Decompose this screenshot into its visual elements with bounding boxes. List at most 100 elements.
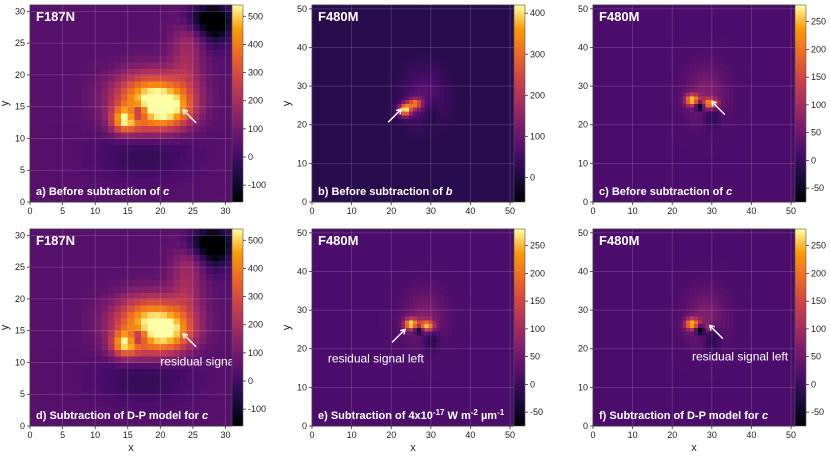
heatmap-cell — [635, 183, 641, 188]
heatmap-cell — [186, 24, 194, 31]
heatmap-cell — [127, 151, 135, 158]
heatmap-cell — [631, 186, 637, 192]
heatmap-cell — [389, 46, 394, 51]
heatmap-cell — [447, 27, 453, 32]
heatmap-cell — [225, 144, 233, 152]
heatmap-cell — [620, 186, 625, 192]
heatmap-cell — [335, 175, 340, 180]
heatmap-cell — [82, 24, 90, 31]
heatmap-cell — [88, 138, 96, 146]
heatmap-cell — [401, 133, 406, 138]
heatmap-cell — [199, 113, 207, 120]
heatmap-cell — [350, 58, 356, 63]
heatmap-cell — [358, 171, 363, 176]
heatmap-cell — [358, 167, 363, 173]
heatmap-cell — [409, 58, 414, 63]
heatmap-cell — [362, 183, 367, 188]
heatmap-cell — [173, 55, 181, 63]
heatmap-cell — [428, 35, 433, 40]
heatmap-cell — [405, 12, 410, 17]
heatmap-cell — [166, 163, 174, 171]
heatmap-cell — [82, 30, 90, 38]
heatmap-cell — [498, 54, 503, 59]
heatmap-cell — [482, 122, 488, 127]
heatmap-cell — [323, 179, 328, 184]
heatmap-cell — [225, 43, 233, 50]
heatmap-cell — [160, 30, 168, 38]
heatmap-cell — [315, 65, 321, 70]
heatmap-cell — [101, 132, 109, 139]
heatmap-cell — [75, 138, 83, 146]
heatmap-cell — [173, 106, 181, 114]
heatmap-cell — [647, 171, 652, 176]
heatmap-cell — [416, 27, 422, 32]
heatmap-cell — [323, 133, 328, 138]
heatmap-cell — [323, 54, 328, 59]
heatmap-cell — [717, 152, 722, 157]
heatmap-cell — [335, 61, 340, 67]
heatmap-cell — [358, 111, 363, 116]
heatmap-cell — [721, 126, 726, 131]
heatmap-cell — [479, 194, 484, 199]
heatmap-cell — [436, 156, 441, 161]
heatmap-cell — [121, 170, 129, 177]
heatmap-cell — [179, 144, 187, 152]
heatmap-cell — [370, 183, 375, 188]
heatmap-cell — [374, 42, 379, 48]
heatmap-cell — [783, 148, 788, 154]
heatmap-cell — [108, 151, 116, 158]
heatmap-cell — [378, 27, 383, 32]
heatmap-cell — [424, 152, 429, 157]
heatmap-cell — [440, 23, 445, 29]
heatmap-cell — [760, 175, 765, 180]
heatmap-cell — [323, 164, 328, 169]
heatmap-cell — [740, 167, 745, 173]
heatmap-cell — [30, 195, 37, 203]
heatmap-cell — [506, 179, 511, 184]
heatmap-cell — [327, 156, 332, 161]
heatmap-cell — [740, 164, 745, 169]
heatmap-cell — [362, 126, 367, 131]
heatmap-cell — [596, 145, 602, 150]
heatmap-cell — [498, 61, 503, 67]
heatmap-cell — [451, 179, 457, 184]
heatmap-cell — [647, 137, 652, 142]
heatmap-cell — [432, 27, 437, 32]
heatmap-cell — [335, 80, 340, 85]
heatmap-cell — [385, 190, 391, 195]
heatmap-cell — [428, 160, 433, 165]
heatmap-cell — [56, 30, 63, 38]
heatmap-cell — [385, 61, 391, 67]
heatmap-cell — [455, 179, 461, 184]
heatmap-cell — [378, 122, 383, 127]
heatmap-cell — [312, 46, 317, 51]
heatmap-cell — [381, 46, 387, 51]
heatmap-cell — [393, 186, 398, 192]
heatmap-cell — [608, 164, 613, 169]
heatmap-cell — [350, 156, 356, 161]
heatmap-cell — [354, 194, 360, 199]
heatmap-cell — [490, 12, 495, 17]
heatmap-cell — [49, 36, 57, 44]
heatmap-cell — [315, 111, 321, 116]
heatmap-cell — [335, 58, 340, 63]
heatmap-cell — [502, 156, 507, 161]
heatmap-cell — [506, 50, 511, 55]
heatmap-cell — [705, 126, 710, 131]
heatmap-cell — [323, 175, 328, 180]
heatmap-cell — [205, 119, 213, 127]
heatmap-cell — [370, 114, 375, 120]
heatmap-cell — [339, 156, 344, 161]
heatmap-cell — [358, 8, 363, 13]
heatmap-cell — [397, 126, 402, 131]
heatmap-cell — [490, 175, 495, 180]
heatmap-cell — [82, 74, 90, 82]
heatmap-cell — [393, 99, 398, 104]
heatmap-cell — [315, 167, 321, 173]
heatmap-cell — [787, 183, 792, 188]
heatmap-cell — [405, 5, 410, 10]
heatmap-cell — [381, 39, 387, 44]
heatmap-cell — [475, 88, 480, 93]
heatmap-cell — [212, 74, 220, 82]
heatmap-cell — [401, 156, 406, 161]
